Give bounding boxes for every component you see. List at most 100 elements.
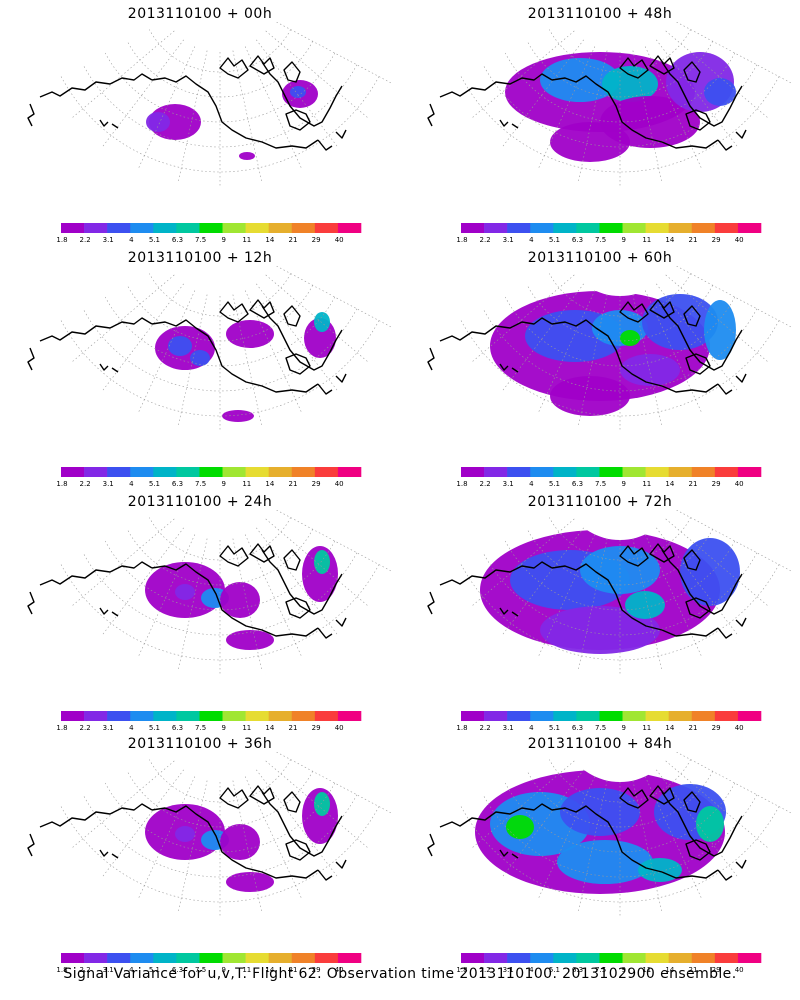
color-scale-label: 40 <box>734 236 744 244</box>
color-scale-swatch <box>645 467 669 477</box>
color-scale-label: 7.5 <box>595 480 607 488</box>
color-scale-swatch <box>507 223 531 233</box>
graticule <box>60 266 393 431</box>
color-scale-swatch <box>314 223 339 233</box>
color-scale-swatch <box>576 467 600 477</box>
coastlines <box>27 55 347 151</box>
color-scale-label: 2.2 <box>79 236 91 244</box>
color-scale-swatch <box>314 711 339 721</box>
color-scale-swatch <box>530 467 554 477</box>
color-scale-label: 14 <box>265 966 275 974</box>
signal-variance-field <box>505 52 736 162</box>
graticule <box>460 752 793 917</box>
color-scale-label: 4 <box>129 966 134 974</box>
color-scale-label: 14 <box>665 966 675 974</box>
panel-title: 2013110100 + 72h <box>527 494 673 510</box>
color-scale-label: 2.2 <box>79 724 91 732</box>
color-scale-swatch <box>199 711 223 721</box>
color-scale-swatch <box>461 223 485 233</box>
color-scale-label: 7.5 <box>595 966 607 974</box>
color-scale-swatch <box>314 467 339 477</box>
panel-title: 2013110100 + 24h <box>127 494 273 510</box>
color-scale-label: 40 <box>734 724 744 732</box>
color-scale-label: 4 <box>529 480 534 488</box>
color-scale-label: 1.8 <box>456 236 468 244</box>
color-scale-swatch <box>291 467 316 477</box>
color-scale-label: 29 <box>711 480 721 488</box>
color-scale-swatch <box>668 467 693 477</box>
color-scale-swatch <box>553 711 577 721</box>
color-scale-swatch <box>599 223 623 233</box>
color-scale-label: 2.2 <box>479 236 491 244</box>
color-scale-label: 21 <box>288 724 298 732</box>
color-scale-swatch <box>222 711 246 721</box>
color-scale-label: 11 <box>642 966 652 974</box>
color-scale-swatch <box>668 953 693 963</box>
color-scale-label: 1.8 <box>56 236 68 244</box>
graticule <box>60 22 393 187</box>
color-scale-label: 5.1 <box>148 724 160 732</box>
color-scale-swatch <box>199 467 223 477</box>
color-scale-label: 6.3 <box>571 966 584 974</box>
color-scale-swatch <box>222 467 246 477</box>
color-scale-labels: 1.8 2.2 3.1 4 5.1 6.3 7.5 9 11 14 21 29 40 <box>50 480 370 490</box>
variance-map <box>27 22 393 187</box>
color-scale-swatch <box>107 953 131 963</box>
color-scale-label: 21 <box>288 480 298 488</box>
color-scale-label: 9 <box>221 724 226 732</box>
color-scale-label: 9 <box>221 236 226 244</box>
color-scale-label: 3.1 <box>502 966 514 974</box>
color-scale-label: 40 <box>334 480 344 488</box>
color-scale-swatch <box>337 467 362 477</box>
color-scale-label: 7.5 <box>195 480 207 488</box>
color-scale-label: 14 <box>265 724 275 732</box>
color-scale-label: 11 <box>242 724 252 732</box>
forecast-panel: 2013110100 + 24h 1.8 2.2 3.1 4 5.1 6.3 7.5 9 11 14… <box>0 488 400 734</box>
color-scale-label: 1.8 <box>56 724 68 732</box>
color-scale-label: 4 <box>529 966 534 974</box>
color-scale-swatch <box>576 711 600 721</box>
color-scale-swatch <box>84 467 108 477</box>
color-scale-label: 11 <box>642 480 652 488</box>
color-scale-swatch <box>314 953 339 963</box>
color-scale-swatch <box>153 711 177 721</box>
color-scale-swatch <box>599 467 623 477</box>
color-scale-swatch <box>84 711 108 721</box>
color-scale-swatch <box>461 467 485 477</box>
color-scale-swatch <box>622 223 646 233</box>
color-scale-swatch <box>714 711 739 721</box>
color-scale-label: 1.8 <box>56 966 68 974</box>
color-scale-swatch <box>645 223 669 233</box>
color-scale-label: 9 <box>221 966 226 974</box>
panel-title: 2013110100 + 12h <box>127 250 273 266</box>
color-scale <box>61 467 362 477</box>
graticule <box>60 752 393 917</box>
color-scale-swatch <box>153 953 177 963</box>
color-scale-label: 6.3 <box>171 724 184 732</box>
color-scale-label: 29 <box>711 236 721 244</box>
color-scale-label: 14 <box>265 236 275 244</box>
color-scale-swatch <box>737 953 762 963</box>
color-scale-swatch <box>668 711 693 721</box>
color-scale <box>461 953 762 963</box>
color-scale-labels: 1.8 2.2 3.1 4 5.1 6.3 7.5 9 11 14 21 29 40 <box>450 480 770 490</box>
color-scale-swatch <box>507 467 531 477</box>
color-scale-label: 1.8 <box>56 480 68 488</box>
color-scale-label: 11 <box>642 236 652 244</box>
forecast-panel: 2013110100 + 60h 1.8 2.2 3.1 4 5.1 6.3 7.5 9 11 14… <box>400 244 800 490</box>
color-scale-label: 6.3 <box>171 236 184 244</box>
color-scale-swatch <box>176 711 200 721</box>
color-scale-swatch <box>507 711 531 721</box>
color-scale-label: 4 <box>129 724 134 732</box>
color-scale-label: 29 <box>311 480 321 488</box>
color-scale-label: 11 <box>242 236 252 244</box>
color-scale-labels: 1.8 2.2 3.1 4 5.1 6.3 7.5 9 11 14 21 29 40 <box>450 236 770 246</box>
coastlines <box>427 543 747 639</box>
variance-map <box>27 752 393 917</box>
color-scale-label: 4 <box>129 236 134 244</box>
color-scale-swatch <box>245 711 269 721</box>
color-scale-label: 5.1 <box>548 480 560 488</box>
variance-map <box>427 510 793 675</box>
color-scale-swatch <box>553 467 577 477</box>
color-scale-swatch <box>291 711 316 721</box>
